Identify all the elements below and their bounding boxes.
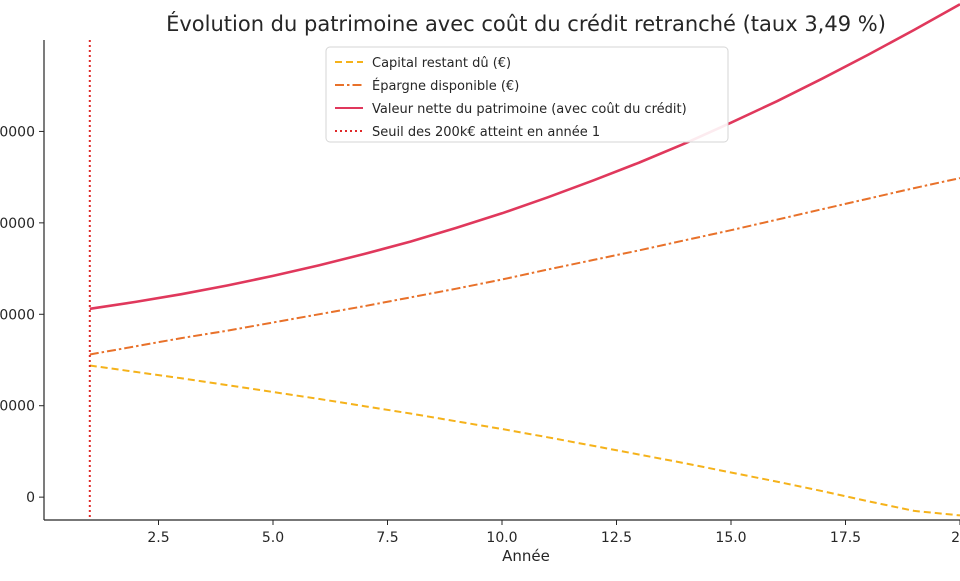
y-tick-label: 0 — [26, 490, 35, 506]
legend-label: Valeur nette du patrimoine (avec coût du… — [372, 102, 687, 117]
x-tick-label: 15.0 — [715, 530, 746, 546]
series-line-1 — [89, 364, 960, 517]
x-tick-label: 5.0 — [262, 530, 284, 546]
x-tick-label: 20 — [951, 530, 960, 546]
legend-box — [325, 46, 729, 143]
x-tick-label: 10.0 — [486, 530, 517, 546]
x-tick-label: 2.5 — [147, 530, 169, 546]
x-axis-label: Année — [502, 547, 550, 565]
series-line-2 — [89, 177, 960, 356]
series-line-3 — [89, 3, 960, 311]
plot-area — [88, 3, 960, 520]
ticks: 2.5 5.0 7.5 10.0 12.5 15.0 17.5 2 0 0000 0000 0000 0… — [0, 124, 960, 546]
x-tick-label: 12.5 — [601, 530, 632, 546]
x-tick-label: 7.5 — [376, 530, 398, 546]
legend: Capital restant dû (€) Épargne disponible… — [325, 46, 729, 143]
x-tick-label: 17.5 — [830, 530, 861, 546]
legend-label: Capital restant dû (€) — [372, 56, 511, 71]
legend-label: Seuil des 200k€ atteint en année 1 — [372, 125, 600, 140]
chart-title: Évolution du patrimoine avec coût du cré… — [166, 11, 886, 36]
legend-label: Épargne disponible (€) — [372, 78, 519, 94]
